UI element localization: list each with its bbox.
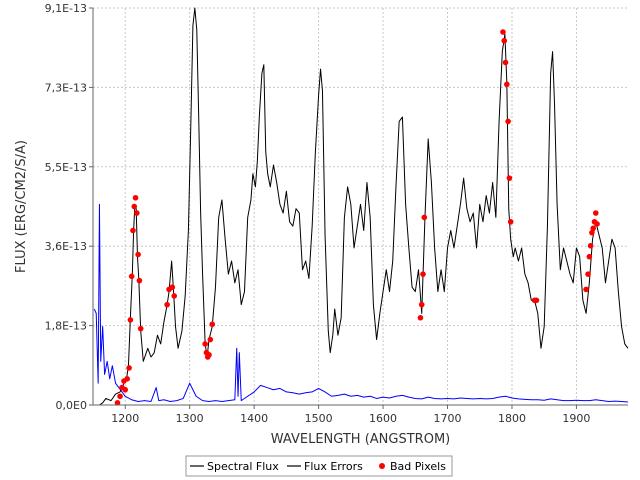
bad-pixel-point (585, 271, 591, 277)
x-axis-ticks: 1200 1300 1400 1500 1600 1700 1800 1900 (111, 405, 590, 425)
bad-pixel-point (418, 301, 425, 308)
bad-pixel-point (209, 321, 216, 328)
legend: Spectral Flux Flux Errors Bad Pixels (185, 455, 453, 477)
legend-label-flux-errors: Flux Errors (304, 460, 363, 473)
bad-pixel-point (501, 37, 508, 44)
bad-pixel-point (114, 400, 121, 406)
bad-pixel-point (122, 386, 129, 393)
bad-pixel-point (594, 221, 600, 227)
bad-pixel-point (132, 194, 139, 201)
x-tick-label: 1400 (240, 412, 268, 425)
bad-pixel-point (202, 341, 208, 347)
bad-pixel-point (421, 214, 428, 221)
y-tick-label: 3,6E-13 (45, 240, 87, 253)
x-tick-label: 1500 (305, 412, 333, 425)
bad-pixel-point (587, 242, 594, 249)
bad-pixel-point (169, 284, 176, 291)
bad-pixel-point (505, 118, 511, 125)
bad-pixel-point (500, 29, 506, 35)
y-tick-label: 9,1E-13 (45, 2, 87, 15)
x-tick-label: 1200 (111, 412, 139, 425)
bad-pixel-point (506, 175, 513, 181)
bad-pixel-point (130, 227, 136, 234)
x-tick-label: 1600 (369, 412, 397, 425)
x-tick-label: 1900 (562, 412, 590, 425)
bad-pixel-point (583, 286, 589, 293)
bad-pixel-point (124, 376, 130, 382)
legend-box (185, 455, 453, 477)
bad-pixel-point (586, 253, 593, 260)
bad-pixel-point (504, 81, 510, 88)
x-tick-label: 1700 (434, 412, 462, 425)
bad-pixel-point (417, 314, 424, 321)
y-tick-label: 5,5E-13 (45, 161, 87, 174)
x-tick-label: 1800 (498, 412, 526, 425)
bad-pixel-point (164, 301, 170, 308)
bad-pixel-point (117, 393, 123, 400)
bad-pixel-point (589, 229, 595, 236)
y-axis-ticks: 0,0E0 1,8E-13 3,6E-13 5,5E-13 7,3E-13 9,1E-13 (45, 2, 93, 412)
y-tick-label: 0,0E0 (56, 399, 87, 412)
bad-pixel-point (533, 297, 540, 304)
bad-pixel-point (507, 218, 514, 225)
legend-label-spectral-flux: Spectral Flux (207, 460, 279, 473)
bad-pixel-point (420, 271, 426, 277)
bad-pixel-point (135, 251, 141, 258)
bad-pixel-point (126, 365, 132, 371)
legend-swatch-bad-pixels (379, 463, 385, 469)
bad-pixel-point (206, 352, 212, 358)
bad-pixel-point (136, 277, 143, 284)
bad-pixel-point (137, 325, 144, 332)
y-axis-label: FLUX (ERG/CM2/S/A) (14, 140, 29, 273)
bad-pixel-point (131, 203, 138, 210)
bad-pixel-point (207, 336, 214, 343)
x-tick-label: 1300 (176, 412, 204, 425)
bad-pixel-point (171, 293, 178, 299)
bad-pixel-point (134, 210, 140, 216)
y-tick-label: 7,3E-13 (45, 81, 87, 94)
y-tick-label: 1,8E-13 (45, 320, 87, 333)
bad-pixel-point (592, 210, 599, 216)
bad-pixels-layer (114, 29, 600, 406)
bad-pixel-point (590, 225, 596, 232)
legend-label-bad-pixels: Bad Pixels (390, 460, 446, 473)
bad-pixel-point (128, 273, 135, 280)
bad-pixel-point (127, 317, 134, 323)
x-axis-label: WAVELENGTH (ANGSTROM) (271, 432, 450, 447)
bad-pixel-point (502, 59, 509, 66)
series-line-flux-errors (93, 203, 629, 403)
